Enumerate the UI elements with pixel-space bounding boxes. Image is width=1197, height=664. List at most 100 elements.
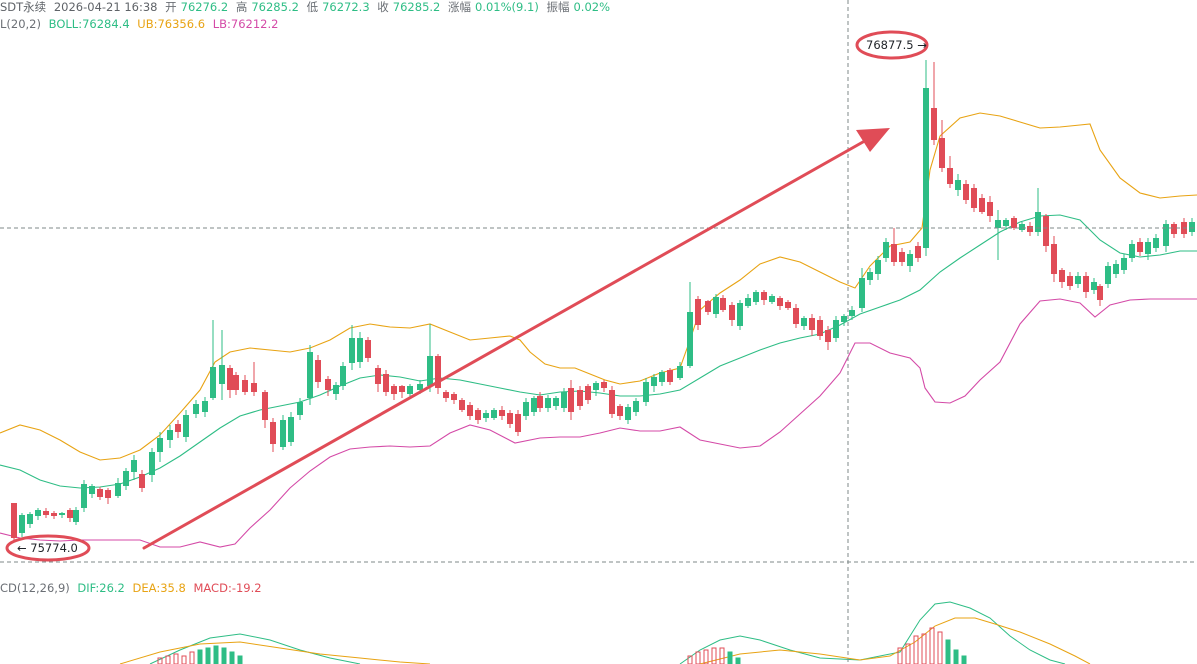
candle-body [383,374,389,392]
candle-body [491,410,497,418]
macd-panel [119,601,1091,664]
candle-body [849,310,855,316]
low-label: 低 [306,0,319,14]
candle-body [1129,244,1135,258]
candle-body [1075,276,1081,284]
candle-body [883,242,889,258]
low-price-marker: ← 75774.0 [17,541,78,555]
candle-body [931,108,937,140]
candle-body [139,474,145,488]
candle-body [131,460,137,472]
candle-body [713,297,719,314]
macd-histogram-bar [921,633,927,664]
candle-body [340,366,346,386]
macd-dif-value: DIF:26.2 [77,581,125,595]
candle-body [737,303,743,326]
candle-body [89,486,95,494]
candle-body [568,388,574,412]
candle-body [1067,276,1073,286]
candle-body [867,272,873,280]
candle-body [995,220,1001,228]
candle-body [907,254,913,266]
candle-body [365,340,371,358]
candle-body [1011,218,1017,228]
candle-body [537,396,543,408]
boll-legend: L(20,2) BOLL:76284.4 UB:76356.6 LB:76212… [0,17,282,31]
candle-body [333,385,339,394]
candle-body [705,301,711,312]
candle-body [545,398,551,408]
amplitude-value: 0.02% [573,0,611,14]
candle-body [753,292,759,302]
candle-body [643,382,649,402]
candle-body [617,406,623,416]
candle-body [1097,286,1103,300]
candle-body [939,138,945,168]
candle-body [553,398,559,406]
candle-body [451,394,457,400]
candle-body [687,312,693,366]
candle-body [729,305,735,320]
candle-body [785,302,791,308]
candle-body [1105,266,1111,284]
candle-body [227,368,233,390]
macd-histogram-bar [197,649,203,664]
candle-body [531,398,537,412]
candle-body [677,366,683,378]
candle-body [202,401,208,412]
high-label: 高 [235,0,248,14]
candle-body [67,510,73,518]
low-price-highlight [5,534,91,562]
macd-histogram-bar [237,655,243,664]
change-label: 涨幅 [448,0,472,14]
candle-body [1137,242,1143,252]
candle-body [123,471,129,486]
candle-body [242,380,248,392]
candle-body [695,299,701,325]
candle-body [73,510,79,522]
macd-histogram-bar [711,647,717,664]
candle-body [515,414,521,432]
boll-name: L(20,2) [0,17,41,31]
upper-band-line [0,112,1197,461]
candle-body [262,392,268,420]
candle-body [443,392,449,398]
lower-band-line [0,298,1197,548]
candle-body [1153,238,1159,248]
close-value: 76285.2 [392,0,441,14]
candle-body [81,484,87,508]
trend-arrow-line [142,136,872,550]
candle-body [19,515,25,533]
candle-body [625,407,631,420]
macd-histogram-bar [157,657,163,664]
candle-body [467,405,473,416]
candle-body [375,368,381,384]
middle-band-line [0,214,1197,489]
candle-body [325,379,331,390]
candle-body [1035,212,1041,232]
macd-histogram-bar [703,649,709,664]
dea-line [119,641,431,664]
candle-body [955,180,961,190]
macd-hist-value: MACD:-19.2 [193,581,262,595]
candle-body [801,318,807,326]
candle-body [417,384,423,390]
candle-body [115,483,121,496]
candle-body [1059,270,1065,282]
candle-body [280,420,286,447]
candle-body [523,402,529,416]
candle-body [817,320,823,336]
candle-body [399,386,405,392]
macd-histogram-bar [945,639,951,664]
candle-body [577,390,583,406]
candle-body [923,88,929,248]
macd-histogram-bar [173,653,179,664]
candle-body [1051,244,1057,274]
open-label: 开 [165,0,177,14]
candle-body [601,382,607,388]
candle-body [193,404,199,414]
candle-body [899,252,905,262]
candlestick-series [11,60,1195,540]
